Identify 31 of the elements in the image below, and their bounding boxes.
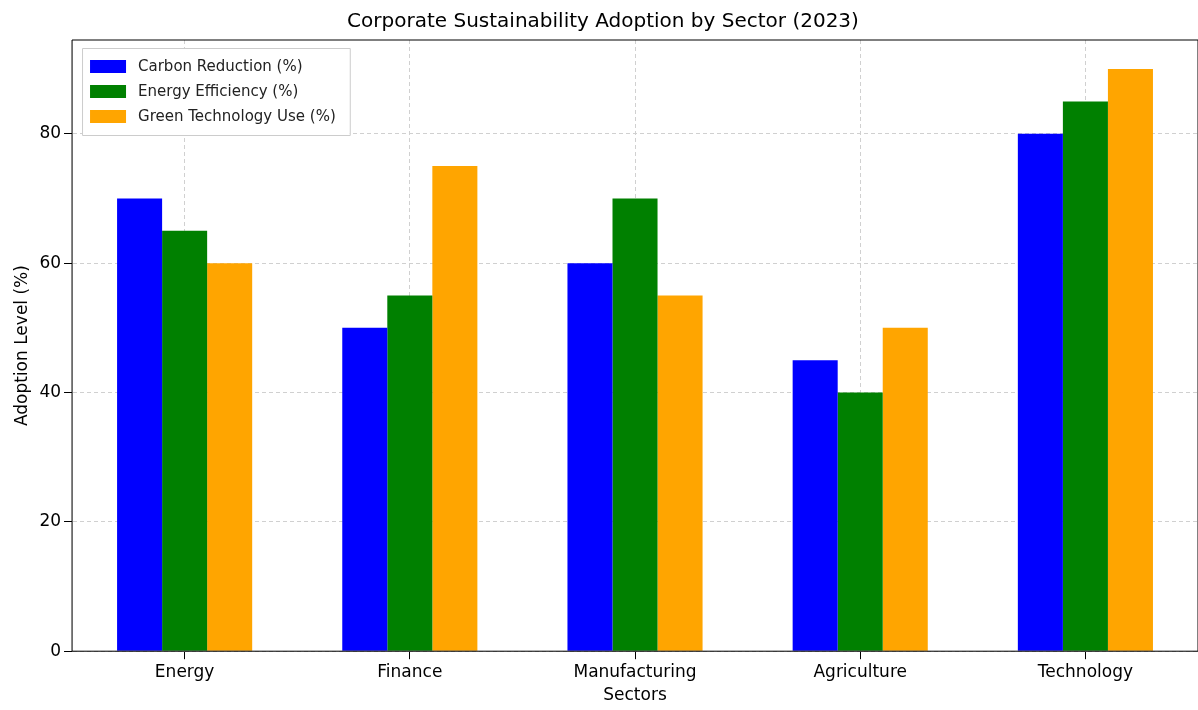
chart-title: Corporate Sustainability Adoption by Sector (2023) [347, 8, 859, 33]
x-tick-label: Manufacturing [573, 660, 697, 681]
bar [1107, 69, 1153, 651]
legend-label: Green Technology Use (%) [138, 106, 336, 125]
bar [792, 360, 838, 651]
bar [207, 263, 253, 651]
bar [387, 295, 433, 651]
y-tick-label: 40 [39, 380, 62, 401]
x-tick-label: Agriculture [813, 660, 907, 681]
bar [162, 230, 208, 651]
y-tick-label: 0 [50, 639, 62, 660]
x-tick-label: Technology [1036, 660, 1134, 681]
bar [882, 327, 928, 651]
y-tick-label: 60 [39, 251, 62, 272]
bar [657, 295, 703, 651]
bar [567, 263, 613, 651]
y-tick-label: 20 [39, 510, 62, 531]
bar [612, 198, 658, 651]
legend-label: Energy Efficiency (%) [138, 81, 299, 100]
bar [432, 166, 478, 651]
x-axis-title: Sectors [603, 684, 667, 705]
bar [342, 327, 388, 651]
x-tick-label: Energy [154, 660, 215, 681]
y-tick-label: 80 [39, 122, 62, 143]
bar [837, 392, 883, 651]
y-axis-title: Adoption Level (%) [10, 265, 31, 427]
bar [1017, 133, 1063, 651]
bar [1062, 101, 1108, 651]
bar [117, 198, 163, 651]
legend-label: Carbon Reduction (%) [138, 56, 303, 75]
x-tick-label: Finance [377, 660, 443, 681]
